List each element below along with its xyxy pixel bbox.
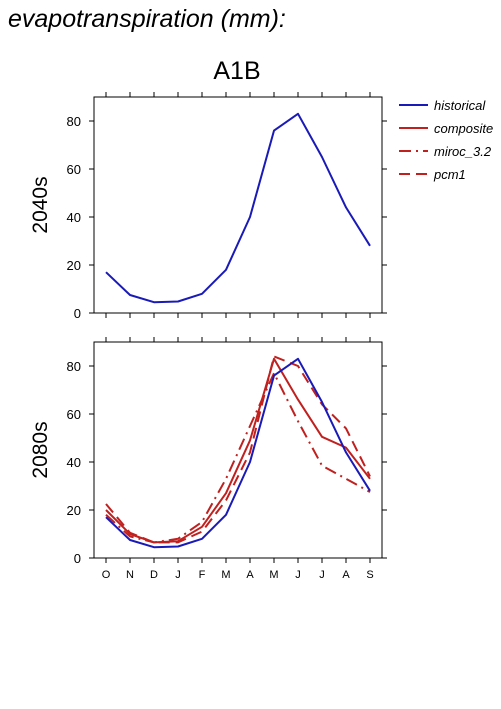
x-tick-label: N <box>126 569 134 581</box>
x-tick-label: A <box>246 569 254 581</box>
x-tick-label: M <box>221 569 230 581</box>
series-line-composite <box>105 357 371 544</box>
legend-item-composite: composite <box>399 121 493 136</box>
series-line-historical <box>105 112 371 304</box>
panel-2080s: 0 20 40 60 80 O N D J F M A M J J A S 2080s <box>29 337 387 581</box>
chart-panels: 0 20 40 60 80 2040s 0 20 40 60 80 O N D J F M A M J J A S 2080s <box>29 92 387 581</box>
x-tick-label: J <box>319 569 325 581</box>
legend-label: miroc_3.2 <box>434 144 492 159</box>
y-tick-label: 0 <box>74 551 81 566</box>
x-tick-label: M <box>269 569 278 581</box>
page-title: evapotranspiration (mm): <box>8 5 286 33</box>
panel-2040s: 0 20 40 60 80 2040s <box>29 92 387 321</box>
x-tick-label: S <box>366 569 373 581</box>
series-line-historical <box>105 357 371 549</box>
x-tick-label: A <box>342 569 350 581</box>
legend-item-miroc-3-2: miroc_3.2 <box>399 144 492 159</box>
row-label-2040s: 2040s <box>29 176 52 233</box>
y-tick-label: 20 <box>67 503 81 518</box>
y-tick-label: 60 <box>67 162 81 177</box>
legend-label: historical <box>434 98 486 113</box>
y-tick-label: 80 <box>67 359 81 374</box>
x-tick-label: D <box>150 569 158 581</box>
y-tick-label: 40 <box>67 455 81 470</box>
legend-item-historical: historical <box>399 98 486 113</box>
legend-item-pcm1: pcm1 <box>399 167 466 182</box>
y-tick-label: 0 <box>74 306 81 321</box>
plot-frame <box>93 341 383 559</box>
legend: historical composite miroc_3.2 pcm1 <box>399 98 493 182</box>
x-tick-label: J <box>295 569 301 581</box>
y-tick-label: 40 <box>67 210 81 225</box>
x-tick-label: J <box>175 569 181 581</box>
x-tick-label: F <box>199 569 206 581</box>
legend-label: pcm1 <box>433 167 466 182</box>
scenario-title: A1B <box>213 57 260 85</box>
series-line-miroc-3-2 <box>105 372 371 544</box>
x-tick-label: O <box>102 569 111 581</box>
legend-label: composite <box>434 121 493 136</box>
series-line-pcm1 <box>105 355 371 544</box>
row-label-2080s: 2080s <box>29 421 52 478</box>
plot-frame <box>93 96 383 314</box>
y-tick-label: 20 <box>67 258 81 273</box>
y-tick-label: 80 <box>67 114 81 129</box>
y-tick-label: 60 <box>67 407 81 422</box>
